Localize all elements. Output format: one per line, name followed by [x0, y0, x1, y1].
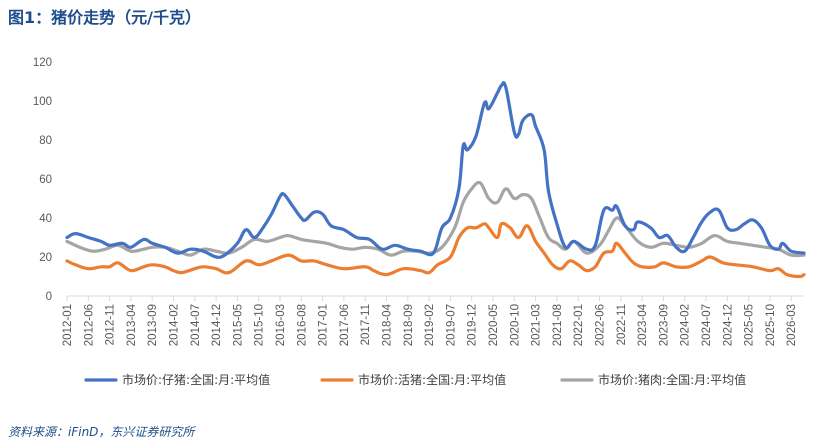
- legend-label-pork: 市场价:猪肉:全国:月:平均值: [598, 372, 746, 387]
- x-tick-label: 2015-05: [232, 304, 244, 346]
- x-tick-label: 2016-03: [275, 304, 287, 346]
- x-tick-label: 2022-11: [616, 304, 628, 345]
- x-tick-label: 2019-02: [424, 304, 436, 346]
- x-tick-label: 2020-10: [509, 304, 521, 346]
- x-tick-label: 2019-07: [445, 304, 457, 346]
- x-tick-label: 2016-08: [296, 304, 308, 346]
- y-tick-label: 60: [39, 174, 52, 186]
- x-tick-label: 2017-01: [318, 304, 330, 346]
- legend-label-live-hog: 市场价:活猪:全国:月:平均值: [358, 372, 506, 387]
- legend-label-piglet: 市场价:仔猪:全国:月:平均值: [122, 372, 270, 387]
- x-tick-label: 2012-01: [62, 304, 74, 346]
- x-tick-label: 2013-09: [147, 304, 159, 346]
- source-note: 资料来源：iFinD，东兴证券研究所: [8, 425, 195, 439]
- x-tick-label: 2019-12: [467, 304, 479, 346]
- x-tick-label: 2023-04: [637, 303, 649, 346]
- x-tick-label: 2026-03: [786, 304, 798, 346]
- y-tick-label: 0: [46, 291, 52, 303]
- x-axis: 2012-01 2012-06 2012-11 2013-04 2013-09 2014-…: [62, 295, 804, 346]
- y-tick-label: 100: [33, 96, 52, 108]
- x-tick-label: 2017-06: [339, 304, 351, 346]
- x-tick-label: 2021-08: [552, 304, 564, 346]
- chart-title: 图1：猪价走势（元/千克）: [8, 8, 201, 27]
- series-line-live-hog: [65, 221, 806, 279]
- x-tick-label: 2022-06: [595, 304, 607, 346]
- x-tick-label: 2014-07: [190, 304, 202, 346]
- y-tick-label: 120: [33, 57, 52, 69]
- x-tick-label: 2021-03: [531, 304, 543, 346]
- x-tick-label: 2012-06: [83, 304, 95, 346]
- x-tick-label: 2015-10: [254, 304, 266, 346]
- y-tick-label: 80: [39, 135, 52, 147]
- y-tick-label: 40: [39, 213, 52, 225]
- x-tick-label: 2023-09: [658, 304, 670, 346]
- series-line-piglet: [65, 81, 806, 259]
- x-tick-label: 2013-04: [126, 303, 138, 346]
- y-axis: 0 20 40 60 80 100 120: [33, 57, 52, 303]
- x-tick-label: 2025-05: [744, 304, 756, 346]
- x-tick-label: 2017-11: [360, 304, 372, 345]
- y-tick-label: 20: [39, 252, 52, 264]
- series-lines: [65, 81, 806, 279]
- x-tick-label: 2024-12: [722, 304, 734, 346]
- x-tick-label: 2025-10: [765, 304, 777, 346]
- x-tick-label: 2014-12: [211, 304, 223, 346]
- x-tick-label: 2014-02: [169, 304, 181, 346]
- legend: 市场价:仔猪:全国:月:平均值 市场价:活猪:全国:月:平均值 市场价:猪肉:全国:…: [84, 372, 746, 387]
- x-tick-label: 2018-04: [382, 303, 394, 346]
- x-tick-label: 2024-07: [701, 304, 713, 346]
- x-tick-label: 2020-05: [488, 304, 500, 346]
- x-tick-label: 2024-02: [680, 304, 692, 346]
- x-tick-label: 2012-11: [105, 304, 117, 345]
- x-tick-label: 2022-01: [573, 304, 585, 346]
- x-tick-label: 2018-09: [403, 304, 415, 346]
